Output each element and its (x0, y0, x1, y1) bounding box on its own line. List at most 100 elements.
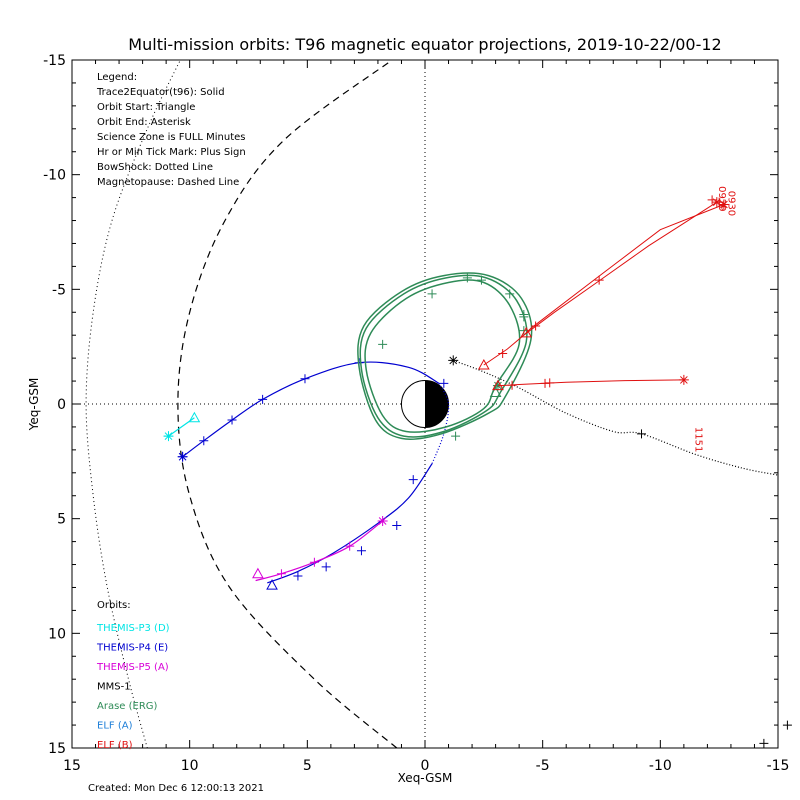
orbit-track (523, 204, 725, 336)
corner-tick-mark (782, 720, 792, 730)
elf-time-label: 0930 (726, 191, 737, 216)
y-tick-label: -15 (43, 53, 66, 69)
orbit-end-asterisk (163, 431, 174, 442)
orbit-end-asterisk (718, 199, 729, 210)
orbit-start-triangle (492, 379, 504, 391)
tick-mark (439, 378, 449, 388)
legend-info-line: Hr or Min Tick Mark: Plus Sign (97, 147, 246, 158)
orbit-loop (364, 279, 521, 433)
x-tick-label: 15 (63, 758, 81, 774)
legend-info-line: Trace2Equator(t96): Solid (96, 87, 225, 98)
x-tick-label: -5 (536, 758, 550, 774)
x-tick-label: 10 (181, 758, 199, 774)
series-themis-p4-e- (177, 358, 450, 590)
tick-mark (531, 321, 541, 331)
legend-info-line: Orbit End: Asterisk (97, 117, 191, 128)
legend-info-line: Science Zone is FULL Minutes (97, 132, 246, 143)
x-tick-label: -10 (649, 758, 672, 774)
tick-mark (637, 429, 647, 439)
created-timestamp: Created: Mon Dec 6 12:00:13 2021 (88, 783, 264, 794)
series-arase-erg- (357, 272, 533, 441)
series-mms-1 (448, 355, 778, 476)
legend-info-line: BowShock: Dotted Line (97, 162, 213, 173)
orbit-track-dotted (431, 383, 450, 464)
chart-title: Multi-mission orbits: T96 magnetic equat… (128, 35, 721, 54)
legend-info: Legend: Trace2Equator(t96): Solid Orbit St… (96, 72, 246, 188)
orbit-legend-entry: ELF (A) (97, 721, 133, 732)
tick-mark (427, 289, 437, 299)
x-tick-label: 5 (303, 758, 312, 774)
orbit-legend-entry: THEMIS-P4 (E) (96, 643, 168, 654)
y-tick-label: 15 (48, 741, 66, 757)
orbit-legend-entry: THEMIS-P3 (D) (96, 623, 170, 634)
orbit-end-asterisk (177, 451, 188, 462)
y-tick-label: -10 (43, 168, 66, 184)
tick-mark (199, 436, 209, 446)
elf-time-label: 0929 (716, 186, 727, 211)
tick-mark (451, 431, 461, 441)
orbit-legend-entry: THEMIS-P5 (A) (96, 662, 169, 673)
x-tick-label: -15 (767, 758, 790, 774)
tick-mark (392, 521, 402, 531)
elf-time-label: 1151 (693, 427, 704, 452)
tick-mark (293, 571, 303, 581)
orbit-track (182, 361, 440, 458)
orbit-loop (357, 272, 533, 440)
series-themis-p3-d- (163, 411, 201, 442)
y-axis-title: Yeq-GSM (27, 378, 41, 432)
orbit-end-asterisk (448, 355, 459, 366)
axes: 15 10 5 0 -5 -10 -15 -15 -10 -5 0 5 10 15 (43, 53, 789, 774)
y-tick-label: 0 (57, 397, 66, 413)
tick-mark (498, 349, 508, 359)
tick-mark (519, 326, 529, 336)
series-themis-p5-a- (252, 515, 388, 582)
orbit-legend-entry: MMS-1 (97, 682, 131, 693)
tick-mark (321, 562, 331, 572)
x-axis-title: Xeq-GSM (398, 771, 453, 785)
tick-mark (227, 415, 237, 425)
orbit-legend-entry: ELF (B) (97, 740, 133, 751)
tick-mark (545, 378, 555, 388)
tick-mark (300, 374, 310, 384)
tick-mark (345, 541, 355, 551)
earth-nightside (425, 380, 449, 428)
tick-mark (408, 475, 418, 485)
orbit-legend-entry: Arase (ERG) (97, 701, 158, 712)
orbit-start-triangle (520, 326, 533, 338)
orbit-end-asterisk (678, 374, 689, 385)
legend-info-line: Legend: (97, 72, 137, 83)
tick-mark (505, 289, 515, 299)
orbit-track (267, 463, 433, 584)
legend-info-line: Orbit Start: Triangle (97, 102, 195, 113)
orbit-end-asterisk (377, 515, 388, 526)
orbit-start-triangle (252, 567, 264, 579)
x-tick-label: 0 (421, 758, 430, 774)
y-tick-label: 10 (48, 626, 66, 642)
corner-tick-mark (759, 738, 769, 748)
orbits-heading: Orbits: (97, 600, 131, 611)
orbit-end-asterisk (711, 197, 722, 208)
tick-mark (462, 273, 472, 283)
orbit-start-triangle (188, 411, 201, 423)
orbit-track (483, 201, 718, 366)
tick-mark (476, 275, 486, 285)
orbit-loop (359, 274, 528, 438)
orbit-start-triangle (266, 579, 278, 590)
tick-mark (507, 380, 517, 390)
tick-mark (519, 312, 529, 322)
magnetopause-line (177, 60, 398, 748)
legend-info-line: Magnetopause: Dashed Line (97, 177, 239, 188)
tick-mark (276, 569, 286, 579)
tick-mark (356, 546, 366, 556)
tick-mark (378, 339, 388, 349)
orbit-track (452, 359, 778, 476)
y-tick-label: -5 (52, 282, 66, 298)
tick-mark (594, 275, 604, 285)
y-tick-label: 5 (57, 512, 66, 528)
orbit-end-asterisk (492, 380, 503, 391)
orbit-legend: Orbits: THEMIS-P3 (D) THEMIS-P4 (E) THEMIS-… (96, 600, 170, 751)
orbit-start-triangle (489, 386, 502, 398)
